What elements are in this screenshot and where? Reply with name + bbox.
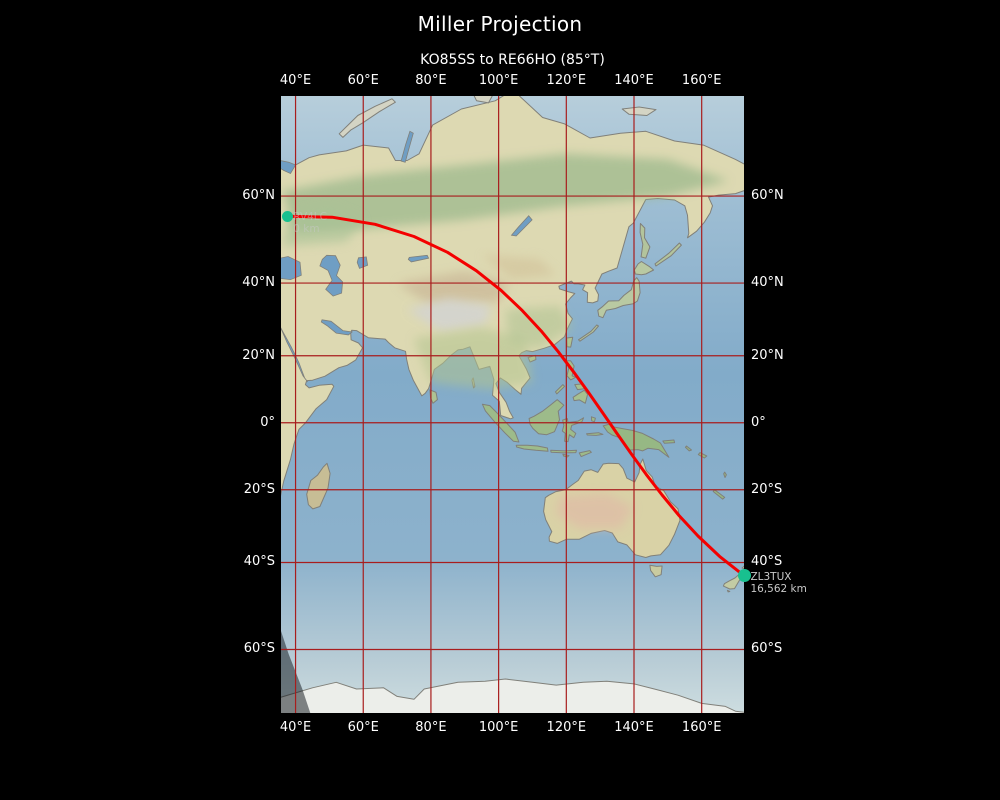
tick-label-left: 20°S bbox=[243, 481, 275, 497]
landmass-lesser-sunda bbox=[550, 449, 577, 454]
tick-label-bottom: 160°E bbox=[681, 720, 722, 735]
start-marker-distance-label: 0 km bbox=[293, 223, 320, 236]
sea-lake-baikal bbox=[510, 215, 533, 237]
tick-label-top: 100°E bbox=[478, 73, 519, 88]
start-marker-icon bbox=[281, 210, 293, 222]
tick-label-top: 120°E bbox=[546, 73, 587, 88]
landmass-solomon-1 bbox=[684, 445, 692, 452]
tick-label-left: 0° bbox=[260, 414, 275, 430]
landmass-tasmania bbox=[649, 564, 663, 578]
sea-gulf-of-ob bbox=[400, 130, 414, 163]
terrain-tint-himalaya-brown bbox=[397, 271, 509, 306]
tick-label-left: 40°S bbox=[243, 554, 275, 570]
tick-label-top: 40°E bbox=[279, 73, 312, 88]
tick-label-bottom: 120°E bbox=[546, 720, 587, 735]
end-marker-callsign-label: ZL3TUX bbox=[750, 570, 792, 583]
tick-label-right: 20°N bbox=[751, 347, 784, 363]
landmass-palawan bbox=[555, 384, 566, 395]
landmass-new-siberian-is bbox=[621, 106, 657, 116]
map-subtitle: KO85SS to RE66HO (85°T) bbox=[420, 52, 605, 68]
sea-caspian-sea bbox=[319, 254, 344, 297]
tick-label-left: 40°N bbox=[242, 275, 275, 291]
landmass-sulawesi bbox=[561, 417, 585, 443]
tick-label-right: 20°S bbox=[751, 481, 783, 497]
end-marker-distance-label: 16,562 km bbox=[750, 582, 807, 595]
terrain-tint-taiga-green bbox=[282, 153, 729, 234]
tick-label-right: 60°S bbox=[751, 641, 783, 657]
terrain-tint-tibet-gray bbox=[407, 298, 492, 332]
landmass-new-britain bbox=[662, 439, 676, 444]
landmass-kuril-arc bbox=[654, 242, 682, 267]
map-frame bbox=[281, 96, 744, 713]
tick-label-right: 40°N bbox=[751, 275, 784, 291]
landmass-severnaya-zemlya bbox=[473, 96, 493, 104]
landmass-honshu bbox=[597, 277, 641, 319]
landmass-java bbox=[515, 444, 549, 452]
landmass-timor bbox=[578, 450, 592, 458]
sea-lake-balkhash bbox=[407, 254, 430, 263]
tick-label-top: 80°E bbox=[415, 73, 447, 88]
tick-label-bottom: 40°E bbox=[279, 720, 312, 735]
tick-label-right: 60°N bbox=[751, 188, 784, 204]
tick-label-bottom: 60°E bbox=[347, 720, 379, 735]
landmass-nz-edge-sliver bbox=[741, 565, 744, 570]
tick-label-right: 40°S bbox=[751, 554, 783, 570]
tick-label-left: 60°N bbox=[242, 188, 275, 204]
tick-label-bottom: 80°E bbox=[415, 720, 447, 735]
great-circle-route-line bbox=[285, 214, 744, 578]
landmass-solomon-2 bbox=[697, 452, 708, 459]
landmass-madagascar bbox=[306, 462, 331, 510]
tick-label-left: 60°S bbox=[243, 641, 275, 657]
sea-persian-gulf bbox=[320, 319, 354, 336]
terrain-tint-gobi-tan bbox=[481, 254, 557, 280]
landmass-new-caledonia bbox=[712, 489, 726, 500]
landmass-vanuatu bbox=[723, 471, 727, 478]
landmass-novaya-zemlya bbox=[338, 98, 396, 138]
tick-label-left: 20°N bbox=[242, 347, 275, 363]
tick-label-top: 160°E bbox=[681, 73, 722, 88]
landmass-ceram bbox=[586, 432, 604, 436]
sea-white-sea bbox=[281, 160, 297, 175]
sea-black-sea bbox=[281, 256, 302, 281]
landmass-nz-stewart bbox=[726, 589, 731, 593]
figure-title: Miller Projection bbox=[417, 12, 583, 36]
landmass-halmahera bbox=[590, 416, 596, 423]
tick-label-right: 0° bbox=[751, 414, 766, 430]
start-marker-callsign-label: RV4LC bbox=[293, 211, 327, 224]
terrain-tint-australia-desert bbox=[556, 493, 634, 529]
tick-label-top: 140°E bbox=[614, 73, 654, 88]
landmass-sakhalin bbox=[639, 223, 651, 259]
landmass-hokkaido bbox=[633, 261, 655, 276]
tick-label-bottom: 140°E bbox=[614, 720, 654, 735]
landmass-mindanao bbox=[572, 389, 589, 404]
landmass-borneo bbox=[528, 399, 565, 436]
landmass-antarctica bbox=[281, 678, 744, 713]
landmass-ryukyu-arc bbox=[578, 324, 599, 342]
terrain-tint-india-green bbox=[414, 327, 533, 390]
tick-label-bottom: 100°E bbox=[478, 720, 519, 735]
map-canvas bbox=[281, 96, 744, 713]
end-marker-icon bbox=[737, 569, 751, 583]
tick-label-top: 60°E bbox=[347, 73, 379, 88]
